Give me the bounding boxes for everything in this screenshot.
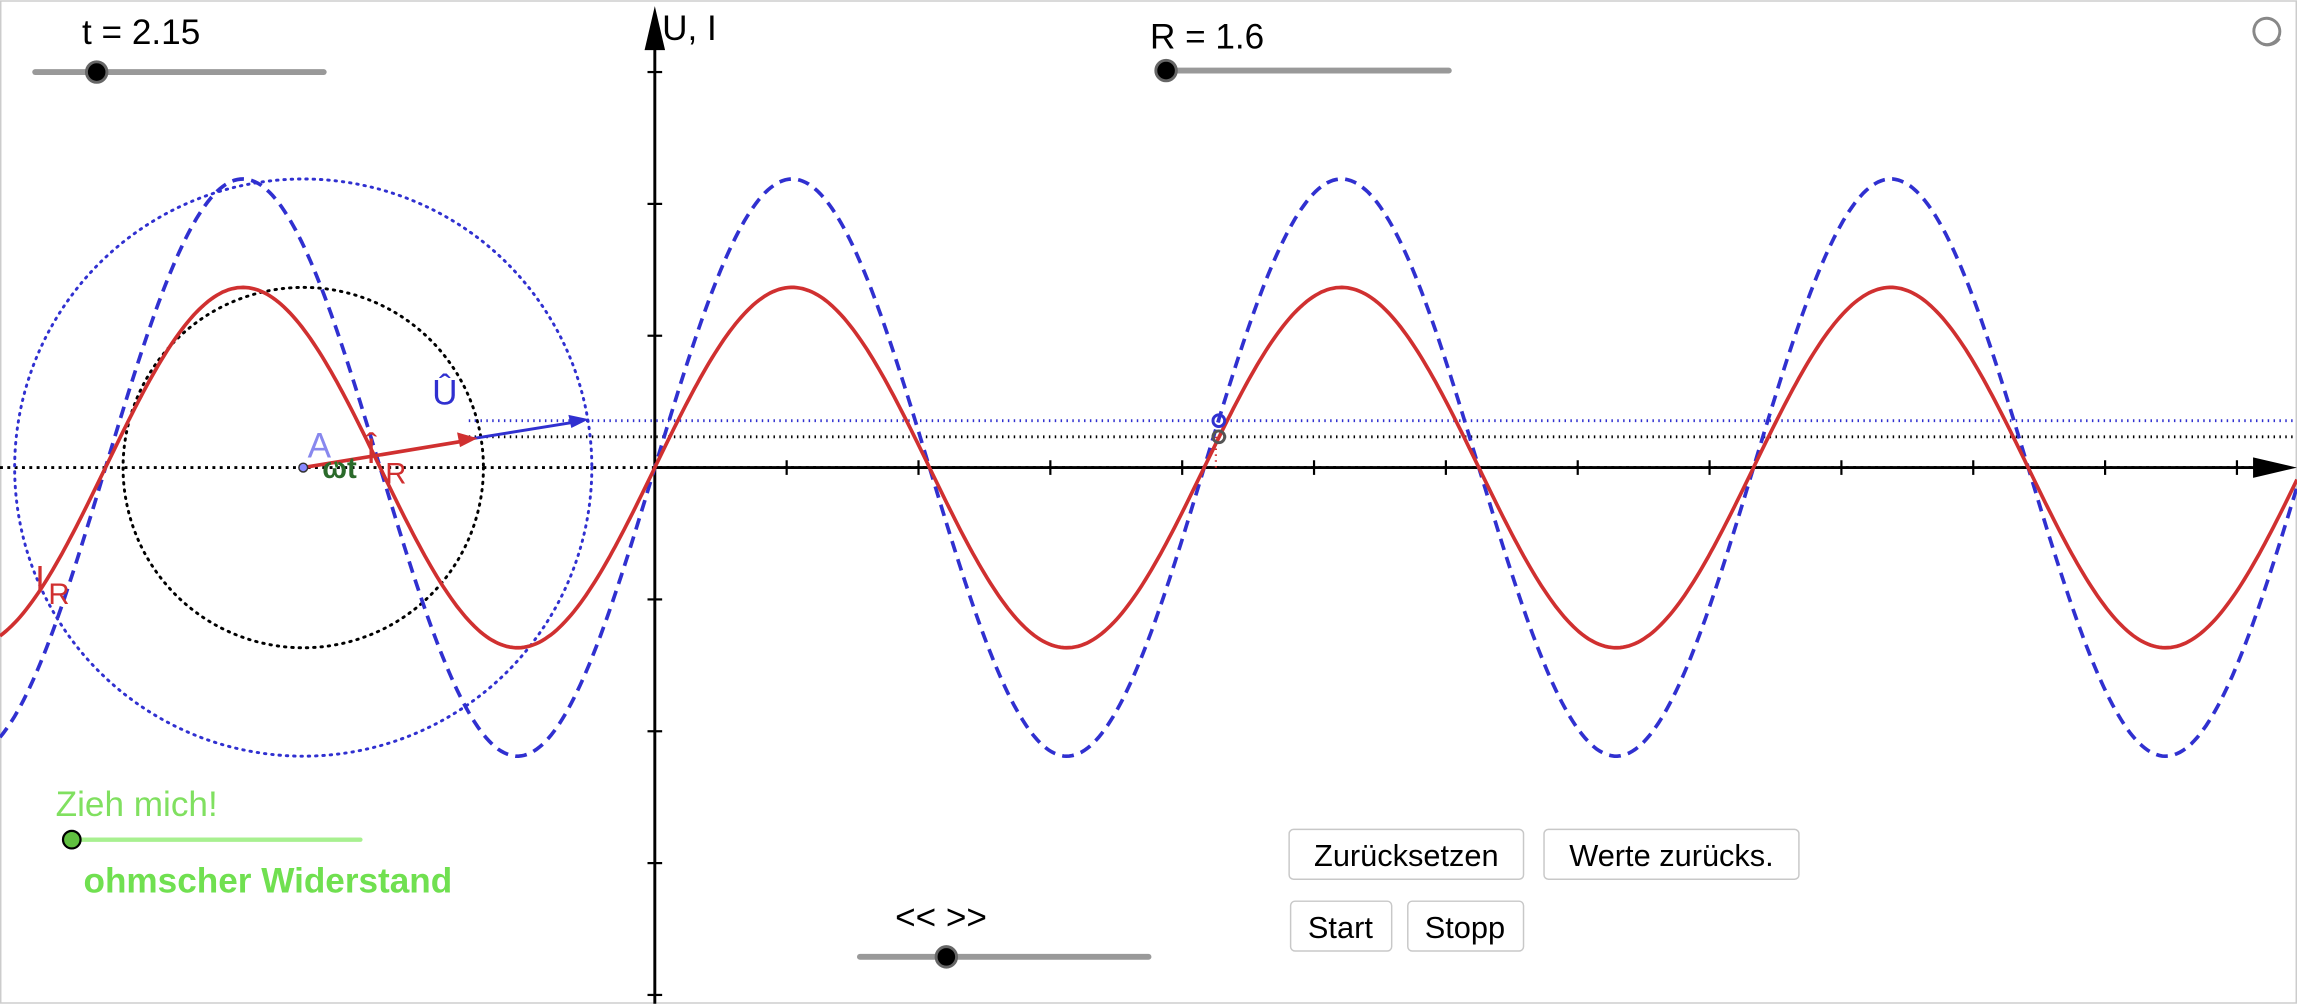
slider-label: Zieh mich! <box>56 785 218 824</box>
button[interactable]: Stopp <box>1407 900 1525 952</box>
current-point <box>1211 429 1227 445</box>
voltage-phasor <box>465 420 575 442</box>
u-hat-label: Û <box>432 374 457 413</box>
omega-t-label: ωt <box>322 452 357 485</box>
current-phasor <box>302 439 464 470</box>
slider-label: R = 1.6 <box>1150 18 1264 57</box>
ticks <box>647 70 2239 997</box>
button-label[interactable]: Werte zurücks. <box>1569 838 1773 873</box>
i-hat-label: Î <box>365 432 377 471</box>
angle-arc <box>334 461 339 468</box>
slider-knob[interactable] <box>1154 58 1178 83</box>
button-label[interactable]: Start <box>1308 910 1373 945</box>
slider-label: << >> <box>895 898 987 937</box>
slider-label: t = 2.15 <box>82 13 200 52</box>
i-r-label: I <box>35 560 45 599</box>
button[interactable]: Zurücksetzen <box>1288 828 1525 880</box>
slider-knob[interactable] <box>61 829 82 850</box>
voltage-point <box>1211 413 1227 429</box>
voltage-phasor-head <box>568 414 589 429</box>
i-hat-subscript: R <box>385 458 406 491</box>
y-axis-arrow <box>644 6 666 51</box>
current-phasor-head <box>457 432 478 448</box>
button-label[interactable]: Zurücksetzen <box>1314 838 1499 873</box>
button-label[interactable]: Stopp <box>1425 910 1505 945</box>
point-a-label: A <box>308 426 332 465</box>
slider-knob[interactable] <box>84 60 109 84</box>
i-r-subscript: R <box>48 578 69 611</box>
button[interactable]: Start <box>1289 900 1393 952</box>
current-circle <box>121 285 485 650</box>
slider-knob[interactable] <box>934 945 959 969</box>
current-curve <box>0 285 2297 650</box>
axis-label: U, I <box>662 9 717 48</box>
button[interactable]: Werte zurücks. <box>1543 828 1800 880</box>
subtitle: ohmscher Widerstand <box>84 861 453 900</box>
x-axis-arrow <box>2253 457 2297 478</box>
point-a <box>298 462 309 473</box>
voltage-circle <box>13 177 594 758</box>
reset-icon[interactable] <box>2252 16 2282 47</box>
